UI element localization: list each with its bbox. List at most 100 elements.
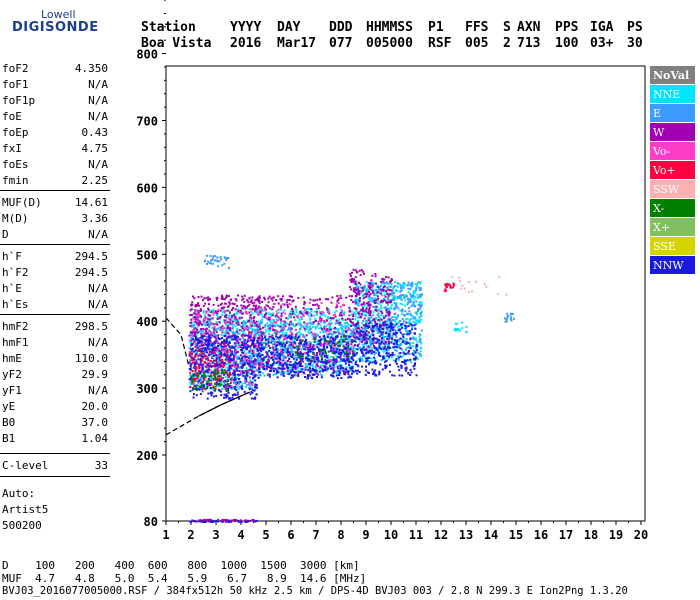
scatter-point — [415, 300, 418, 303]
scatter-point — [245, 367, 248, 369]
scatter-point — [308, 359, 311, 362]
scatter-point — [290, 327, 293, 330]
scatter-point — [294, 337, 297, 340]
scatter-point — [249, 376, 251, 379]
scatter-point — [351, 280, 354, 283]
scatter-point — [394, 285, 397, 287]
scatter-point — [386, 300, 389, 303]
scatter-point — [219, 385, 222, 387]
scatter-point — [191, 333, 194, 336]
scatter-point — [199, 359, 202, 362]
scatter-point — [201, 347, 204, 350]
scatter-point — [265, 368, 268, 370]
scatter-point — [251, 302, 254, 305]
scatter-point — [333, 328, 336, 330]
scatter-point — [331, 296, 334, 299]
scatter-point — [268, 373, 271, 376]
scatter-point — [396, 282, 399, 285]
scatter-point — [383, 343, 386, 346]
scatter-point — [219, 343, 222, 346]
scatter-point — [356, 286, 359, 289]
scatter-point — [350, 367, 353, 370]
scatter-point — [288, 316, 291, 319]
scatter-point — [280, 315, 283, 318]
scatter-point — [200, 352, 203, 354]
scatter-point — [228, 295, 231, 298]
scatter-point — [383, 293, 386, 296]
scatter-point — [202, 344, 205, 346]
scatter-point — [284, 321, 287, 324]
scatter-point — [354, 280, 357, 283]
scatter-point — [382, 326, 385, 329]
x-tick-label: 2 — [187, 528, 194, 542]
scatter-point — [356, 338, 359, 341]
scatter-point — [365, 290, 368, 293]
scatter-point — [194, 316, 197, 319]
scatter-point — [213, 371, 216, 374]
scatter-point — [266, 363, 269, 366]
scatter-point — [250, 356, 253, 359]
scatter-point — [208, 384, 211, 387]
scatter-point — [387, 299, 390, 302]
scatter-point — [312, 325, 315, 328]
scatter-point — [301, 368, 304, 371]
scatter-point — [351, 332, 354, 335]
scatter-point — [337, 302, 340, 305]
scatter-point — [226, 320, 229, 323]
scatter-point — [246, 371, 249, 374]
scatter-point — [236, 351, 239, 353]
scatter-point — [326, 343, 329, 346]
scatter-point — [354, 333, 357, 336]
scatter-point — [193, 385, 196, 388]
scatter-point — [288, 351, 291, 354]
scatter-point — [195, 389, 198, 392]
scatter-point — [258, 307, 261, 310]
scatter-point — [220, 372, 223, 375]
scatter-point — [220, 351, 223, 354]
scatter-point — [255, 332, 258, 335]
scatter-point — [336, 300, 339, 303]
scatter-point — [243, 294, 246, 297]
scatter-point — [348, 365, 351, 368]
y-tick-label: 400 — [136, 315, 158, 329]
scatter-point — [252, 350, 255, 353]
scatter-point — [263, 366, 266, 369]
scatter-point — [189, 314, 192, 317]
scatter-point — [292, 374, 295, 377]
scatter-point — [215, 341, 218, 344]
scatter-point — [357, 288, 360, 291]
scatter-point — [240, 365, 243, 368]
scatter-point — [414, 337, 417, 340]
scatter-point — [279, 357, 282, 360]
scatter-point — [230, 378, 233, 381]
scatter-point — [245, 334, 247, 337]
x-tick-label: 17 — [559, 528, 573, 542]
scatter-point — [204, 343, 207, 346]
scatter-point — [217, 327, 220, 330]
scatter-point — [282, 366, 285, 369]
scatter-point — [216, 348, 219, 351]
scatter-point — [207, 378, 210, 381]
scatter-point — [301, 355, 304, 358]
scatter-point — [283, 322, 286, 325]
scatter-point — [197, 350, 200, 352]
scatter-point — [220, 345, 223, 348]
scatter-point — [318, 298, 321, 301]
scatter-point — [254, 396, 257, 399]
scatter-point — [393, 323, 396, 326]
scatter-point — [335, 359, 338, 362]
scatter-point — [244, 327, 247, 329]
scatter-point — [329, 366, 332, 369]
scatter-point — [289, 331, 292, 333]
scatter-point — [215, 323, 218, 325]
scatter-point — [216, 298, 218, 301]
scatter-point — [413, 352, 416, 355]
scatter-point — [399, 302, 402, 305]
scatter-point — [243, 345, 246, 348]
scatter-point — [196, 331, 199, 334]
scatter-point — [227, 359, 230, 361]
scatter-point — [232, 360, 235, 363]
scatter-point — [349, 350, 352, 353]
scatter-point — [223, 396, 226, 399]
scatter-point — [321, 313, 324, 316]
